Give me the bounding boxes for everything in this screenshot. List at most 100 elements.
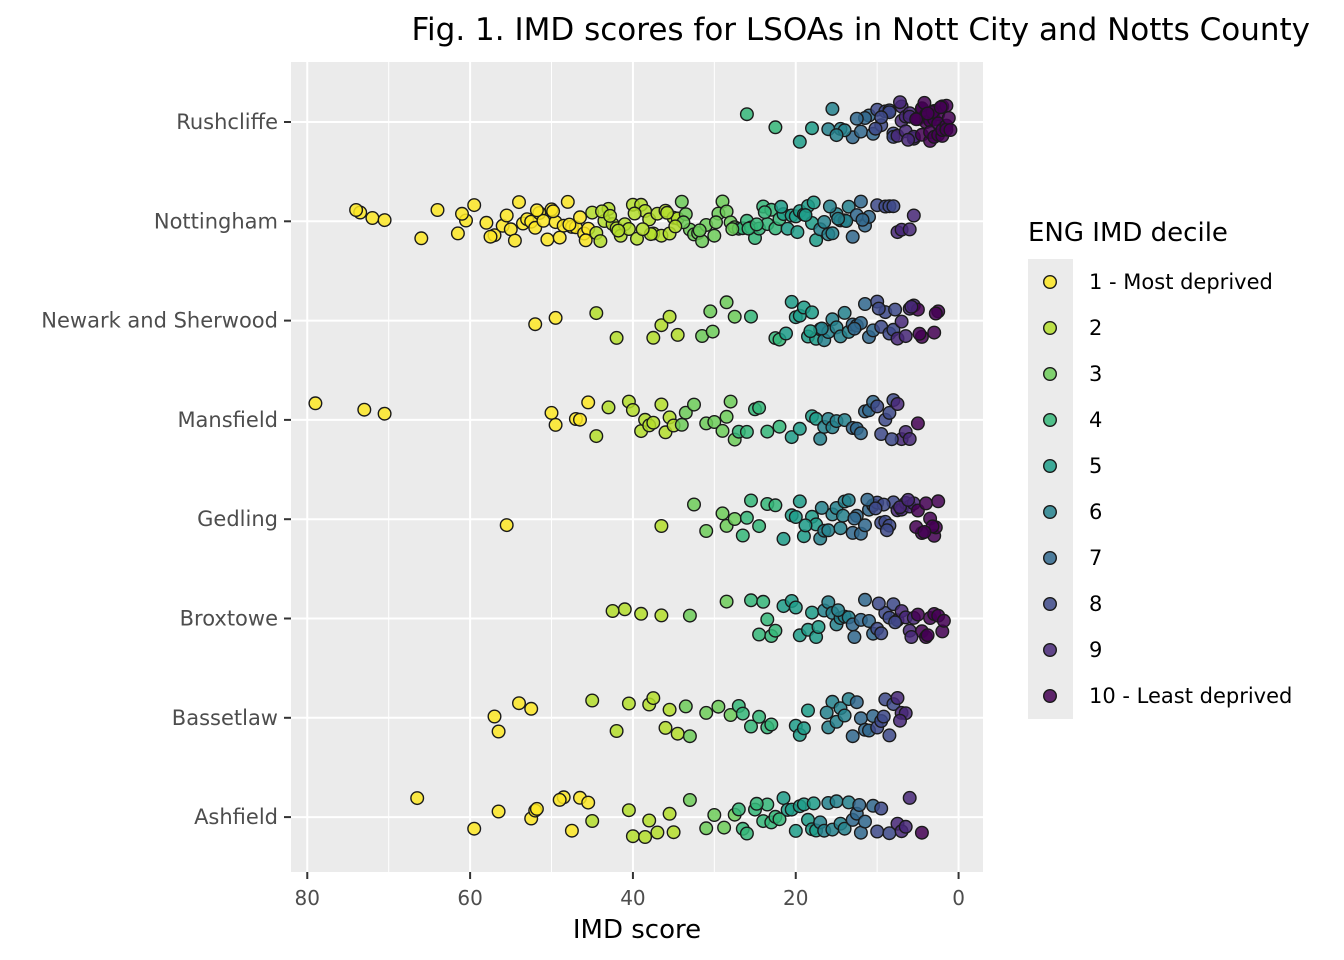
- data-point: [882, 728, 897, 743]
- data-point: [768, 623, 783, 638]
- data-point: [646, 415, 661, 430]
- x-tick-label: 60: [457, 886, 482, 910]
- data-point: [552, 792, 567, 807]
- data-point: [894, 314, 909, 329]
- data-point: [768, 120, 783, 135]
- data-point: [650, 825, 665, 840]
- data-point: [898, 819, 913, 834]
- data-point: [699, 821, 714, 836]
- data-point: [792, 134, 807, 149]
- data-point: [467, 821, 482, 836]
- data-point: [581, 395, 596, 410]
- data-point: [491, 804, 506, 819]
- data-point: [798, 208, 813, 223]
- data-point: [784, 430, 799, 445]
- data-point: [910, 607, 925, 622]
- data-point: [788, 823, 803, 838]
- data-point: [860, 492, 875, 507]
- data-point: [609, 724, 624, 739]
- data-point: [744, 593, 759, 608]
- data-point: [764, 717, 779, 732]
- data-point: [910, 416, 925, 431]
- data-point: [909, 112, 924, 127]
- data-point: [917, 525, 932, 540]
- data-point: [822, 199, 837, 214]
- data-point: [455, 206, 470, 221]
- data-point: [377, 213, 392, 228]
- data-point: [625, 829, 640, 844]
- data-point: [609, 330, 624, 345]
- data-point: [711, 699, 726, 714]
- data-point: [349, 202, 364, 217]
- data-point: [893, 95, 908, 110]
- data-point: [825, 226, 840, 241]
- data-point: [928, 306, 943, 321]
- legend-label: 4: [1089, 408, 1102, 432]
- data-point: [727, 309, 742, 324]
- legend-label: 3: [1089, 362, 1102, 386]
- data-point: [901, 132, 916, 147]
- data-point: [893, 713, 908, 728]
- data-point: [548, 310, 563, 325]
- data-point: [668, 219, 683, 234]
- data-point: [845, 729, 860, 744]
- y-tick-label: Newark and Sherwood: [41, 309, 278, 333]
- data-point: [803, 324, 818, 339]
- data-point: [906, 208, 921, 223]
- data-point: [882, 405, 897, 420]
- data-point: [658, 720, 673, 735]
- data-point: [707, 228, 722, 243]
- legend-key: [1042, 321, 1057, 336]
- data-point: [499, 518, 514, 533]
- data-point: [919, 496, 934, 511]
- data-point: [874, 626, 889, 641]
- x-tick-label: 20: [783, 886, 808, 910]
- data-point: [829, 128, 844, 143]
- data-point: [779, 326, 794, 341]
- data-point: [617, 602, 632, 617]
- data-point: [491, 724, 506, 739]
- data-point: [855, 212, 870, 227]
- data-point: [707, 808, 722, 823]
- data-point: [831, 211, 846, 226]
- data-point: [853, 426, 868, 441]
- data-point: [901, 492, 916, 507]
- data-point: [654, 397, 669, 412]
- data-point: [687, 397, 702, 412]
- data-point: [715, 506, 730, 521]
- data-point: [634, 606, 649, 621]
- data-point: [573, 210, 588, 225]
- chart-title: Fig. 1. IMD scores for LSOAs in Nott Cit…: [411, 12, 1310, 48]
- data-point: [682, 729, 697, 744]
- data-point: [487, 709, 502, 724]
- data-point: [796, 721, 811, 736]
- data-point: [757, 205, 772, 220]
- data-point: [836, 508, 851, 523]
- data-point: [593, 234, 608, 249]
- data-point: [931, 494, 946, 509]
- y-tick-label: Broxtowe: [180, 607, 278, 631]
- data-point: [819, 705, 834, 720]
- data-point: [707, 415, 722, 430]
- data-point: [847, 511, 862, 526]
- data-point: [719, 295, 734, 310]
- data-point: [377, 406, 392, 421]
- data-point: [578, 233, 593, 248]
- data-point: [731, 802, 746, 817]
- data-point: [814, 500, 829, 515]
- data-point: [858, 518, 873, 533]
- data-point: [605, 604, 620, 619]
- data-point: [874, 801, 889, 816]
- data-point: [715, 423, 730, 438]
- data-point: [687, 497, 702, 512]
- data-point: [817, 214, 832, 229]
- legend-label: 10 - Least deprived: [1089, 684, 1292, 708]
- data-point: [805, 305, 820, 320]
- legend-key: [1042, 367, 1057, 382]
- grid-minor: [388, 62, 878, 872]
- data-point: [654, 519, 669, 534]
- data-point: [927, 325, 942, 340]
- legend: ENG IMD decile 1 - Most deprived 2 3 4 5 6 7 8 9…: [1028, 218, 1292, 719]
- data-point: [849, 695, 864, 710]
- data-point: [678, 405, 693, 420]
